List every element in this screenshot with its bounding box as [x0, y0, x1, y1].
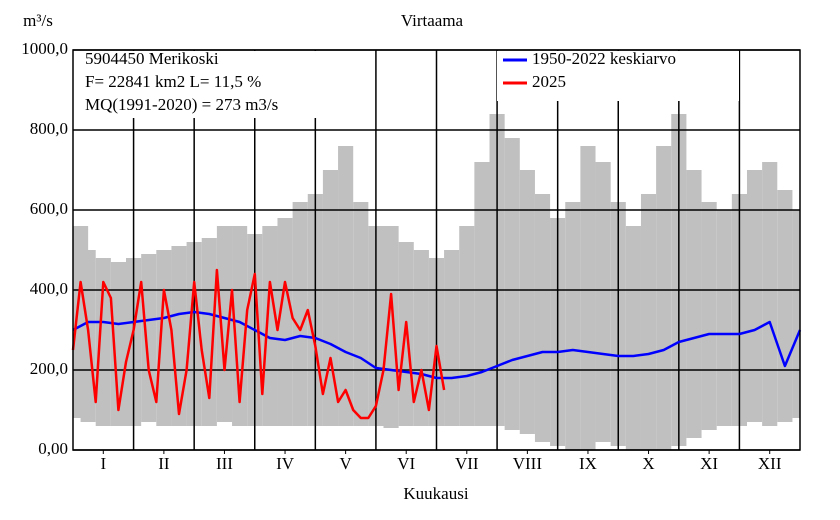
- x-tick-label: III: [216, 454, 233, 473]
- range-band: [565, 202, 581, 450]
- range-band: [474, 162, 490, 426]
- x-tick-label: XI: [700, 454, 718, 473]
- range-band: [656, 146, 672, 450]
- annotation: F= 22841 km2 L= 11,5 %: [85, 72, 261, 91]
- annotation: MQ(1991-2020) = 273 m3/s: [85, 95, 278, 114]
- range-band: [746, 170, 763, 422]
- range-band: [640, 194, 657, 450]
- range-band: [141, 254, 157, 422]
- range-band: [777, 190, 793, 422]
- y-tick-label: 600,0: [30, 199, 68, 218]
- range-band: [504, 138, 520, 430]
- info-box: [74, 51, 346, 118]
- y-tick-label: 400,0: [30, 279, 68, 298]
- range-band: [716, 210, 732, 426]
- range-band: [322, 170, 339, 426]
- legend-label: 2025: [532, 72, 566, 91]
- y-tick-label: 1000,0: [21, 39, 68, 58]
- x-tick-label: IX: [579, 454, 597, 473]
- x-tick-label: II: [158, 454, 170, 473]
- x-tick-label: I: [100, 454, 106, 473]
- x-tick-label: VI: [397, 454, 415, 473]
- x-axis-label: Kuukausi: [403, 484, 468, 503]
- range-band: [459, 226, 475, 426]
- legend-box: [497, 51, 739, 101]
- range-band: [277, 218, 293, 426]
- range-band: [171, 246, 187, 426]
- range-band: [534, 194, 551, 442]
- y-axis-label: m³/s: [23, 11, 53, 30]
- range-band: [444, 250, 460, 426]
- range-band: [762, 162, 778, 426]
- y-tick-label: 0,00: [38, 439, 68, 458]
- chart-title: Virtaama: [401, 11, 464, 30]
- x-tick-label: XII: [758, 454, 782, 473]
- annotation: 5904450 Merikoski: [85, 49, 219, 68]
- range-band: [353, 202, 369, 426]
- data-line: [71, 268, 446, 420]
- range-band: [625, 226, 641, 450]
- range-band: [595, 162, 611, 442]
- data-line: [72, 310, 802, 380]
- range-band: [519, 170, 535, 434]
- range-band: [338, 146, 354, 426]
- range-band: [686, 170, 702, 438]
- y-tick-label: 800,0: [30, 119, 68, 138]
- range-band: [580, 146, 596, 450]
- range-band: [95, 258, 111, 426]
- legend-label: 1950-2022 keskiarvo: [532, 49, 676, 68]
- range-band: [156, 250, 172, 426]
- range-band: [701, 202, 717, 430]
- x-tick-label: X: [642, 454, 654, 473]
- range-band: [216, 226, 233, 422]
- y-tick-label: 200,0: [30, 359, 68, 378]
- range-band: [792, 210, 800, 418]
- range-band: [232, 226, 248, 426]
- x-tick-label: VII: [455, 454, 479, 473]
- range-band: [383, 226, 399, 428]
- range-band: [262, 226, 278, 426]
- x-tick-label: IV: [276, 454, 295, 473]
- x-tick-label: VIII: [513, 454, 543, 473]
- plot-border: [72, 49, 801, 451]
- x-tick-label: V: [339, 454, 352, 473]
